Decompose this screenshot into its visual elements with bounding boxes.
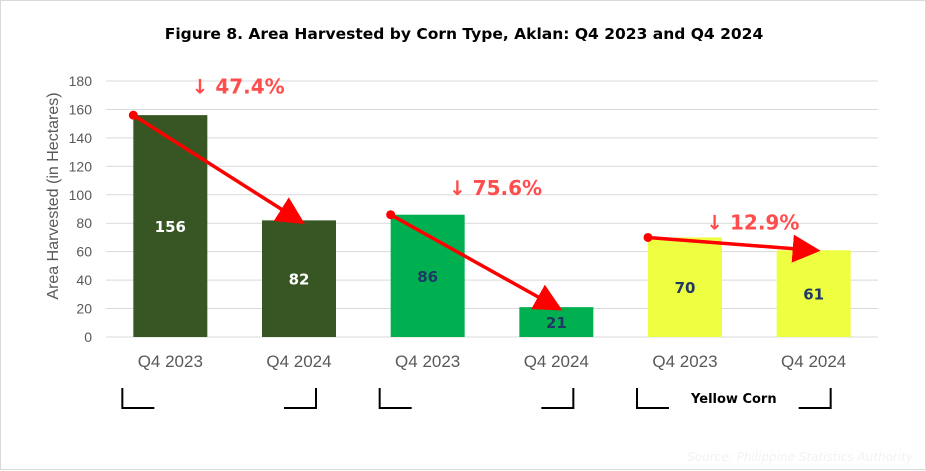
bar	[519, 307, 594, 337]
gridlines	[106, 80, 878, 338]
y-axis-label: Area Harvested (in Hectares)	[45, 92, 62, 299]
group-bracket-right	[541, 388, 575, 409]
change-arrows	[128, 110, 821, 311]
chart-title: Figure 8. Area Harvested by Corn Type, A…	[165, 25, 764, 43]
y-tick-label: 0	[84, 329, 92, 345]
group-bracket-right	[798, 388, 832, 409]
group-bracket-left	[636, 388, 669, 409]
bars	[133, 115, 851, 337]
group-bracket-right	[284, 388, 317, 409]
data-label: 70	[675, 279, 696, 297]
y-tick-label: 180	[69, 73, 93, 89]
y-tick-label: 20	[76, 301, 92, 317]
y-tick-label: 120	[69, 158, 93, 174]
x-tick-label: Q4 2024	[524, 352, 589, 371]
value-labels: 156 82 86 21 70 61	[155, 218, 824, 332]
bar	[133, 115, 208, 337]
x-tick-label: Q4 2024	[266, 352, 331, 371]
data-label: 156	[155, 218, 186, 236]
change-arrow	[647, 234, 821, 263]
group-label: Yellow Corn	[690, 392, 777, 407]
x-tick-label: Q4 2023	[652, 352, 717, 371]
data-label: 21	[546, 314, 567, 332]
data-label: 61	[803, 286, 824, 304]
y-tick-label: 140	[69, 130, 93, 146]
bar	[648, 237, 722, 337]
y-tick-label: 60	[76, 244, 92, 260]
group-label: Area Harvested	[162, 392, 276, 407]
data-label: 86	[417, 268, 438, 286]
percent-change: ↓ 12.9%	[706, 211, 799, 235]
y-tick-label: 100	[69, 187, 93, 203]
x-tick-label: Q4 2023	[138, 352, 203, 371]
data-label: 82	[289, 271, 310, 289]
source-note: Source: Philippine Statistics Authority	[687, 450, 914, 464]
y-tick-label: 40	[76, 272, 92, 288]
group-bracket-left	[121, 388, 155, 409]
x-tick-label: Q4 2024	[781, 352, 846, 371]
bar	[262, 220, 336, 337]
y-tick-label: 80	[76, 215, 92, 231]
y-axis-ticks: 0 20 40 60 80 100 120 140 160 180	[69, 73, 93, 345]
group-bracket-left	[378, 388, 412, 409]
group-label: White Corn	[436, 392, 518, 407]
change-arrow	[132, 113, 305, 225]
bar	[776, 250, 851, 337]
x-tick-label: Q4 2023	[395, 352, 460, 371]
percent-change: ↓ 47.4%	[192, 74, 285, 98]
percent-change: ↓ 75.6%	[449, 176, 542, 200]
group-labels: Area Harvested White Corn Yellow Corn	[121, 388, 832, 409]
x-axis-ticks: Q4 2023 Q4 2024 Q4 2023 Q4 2024 Q4 2023 Q4 20…	[138, 352, 847, 371]
change-arrow	[389, 213, 563, 311]
y-tick-label: 160	[69, 101, 93, 117]
change-labels: ↓ 47.4% ↓ 75.6% ↓ 12.9%	[192, 74, 800, 234]
